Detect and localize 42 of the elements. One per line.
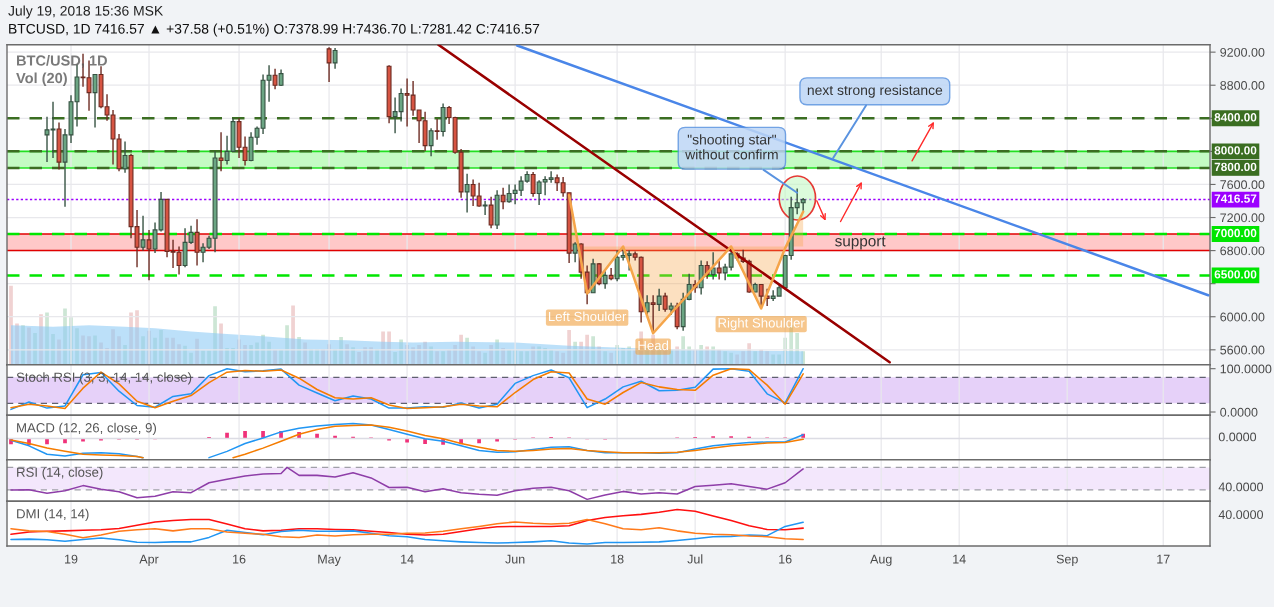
text: 40.0000 bbox=[1218, 510, 1264, 520]
annotation: Vol (20) bbox=[16, 72, 67, 87]
ref-line-label: 6500.00 bbox=[1214, 270, 1257, 279]
x-tick-label: 16 bbox=[233, 554, 246, 564]
x-tick-label: Apr bbox=[139, 554, 159, 566]
x-tick-label: May bbox=[318, 554, 341, 566]
y-tick-label: 8800.00 bbox=[1220, 81, 1265, 90]
annotation: Left Shoulder bbox=[548, 311, 627, 322]
chart-title: MACD (12, 26, close, 9) bbox=[17, 422, 156, 436]
y-tick-label: 7600.00 bbox=[1220, 180, 1265, 190]
x-tick-label: Jul bbox=[687, 554, 703, 564]
y-tick-label: 7200.00 bbox=[1220, 213, 1265, 223]
x-tick-label: Jun bbox=[505, 554, 525, 564]
x-tick-label: 17 bbox=[1157, 554, 1170, 564]
y-tick-label: 100.0000 bbox=[1220, 364, 1272, 374]
x-tick-label: 14 bbox=[401, 554, 414, 564]
y-tick-label: 0.0000 bbox=[1220, 407, 1258, 417]
x-tick-label: Aug bbox=[870, 554, 892, 566]
x-tick-label: Sep bbox=[1056, 554, 1078, 566]
y-tick-label: 6800.00 bbox=[1220, 246, 1265, 256]
band-label: support bbox=[835, 236, 886, 250]
ref-line-label: 7800.00 bbox=[1214, 162, 1257, 172]
x-tick-label: 19 bbox=[65, 554, 78, 564]
x-tick-label: 16 bbox=[779, 554, 792, 564]
annotation: Right Shoulder bbox=[718, 317, 805, 331]
chart-title: RSI (14, close) bbox=[17, 467, 103, 480]
ref-line-label: 7416.57 bbox=[1214, 194, 1257, 203]
chart-title: DMI (14, 14) bbox=[17, 508, 89, 522]
ref-line-label: 8000.00 bbox=[1214, 146, 1257, 155]
y-tick-label: 5600.00 bbox=[1220, 345, 1265, 355]
x-tick-label: 14 bbox=[953, 554, 966, 564]
y-tick-label: 9200.00 bbox=[1220, 47, 1265, 57]
annotation: "shooting star" without confirm bbox=[685, 134, 778, 160]
chart-subtitle: July 19, 2018 15:36 MSK bbox=[8, 5, 164, 19]
annotation: Head bbox=[638, 340, 669, 351]
annotation: next strong resistance bbox=[807, 84, 943, 98]
ref-line-label: 7000.00 bbox=[1214, 228, 1257, 238]
text: 40.0000 bbox=[1218, 482, 1264, 492]
chart-title: BTCUSD, 1D 7416.57 ▲ +37.58 (+0.51%) O:7378.99 H:7436.70 L:7281.42 C:7416.57 bbox=[9, 23, 540, 37]
x-tick-label: 18 bbox=[611, 554, 624, 564]
y-tick-label: 6000.00 bbox=[1220, 312, 1265, 322]
ref-line-label: 8400.00 bbox=[1214, 113, 1257, 122]
